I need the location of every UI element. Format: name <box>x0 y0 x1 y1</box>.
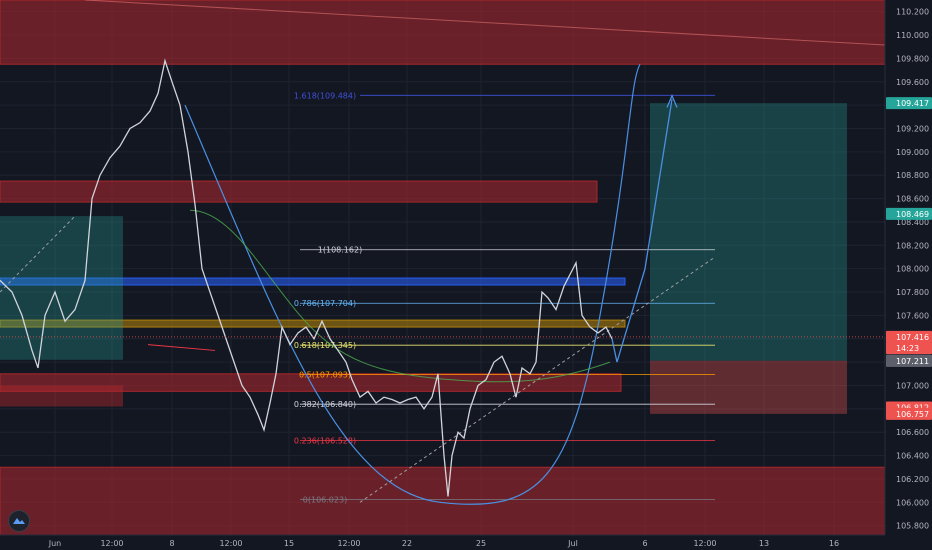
price-tick-label: 107.600 <box>896 311 929 320</box>
price-tag-label: 14:23 <box>896 344 919 353</box>
time-tick-label: Jul <box>567 539 578 548</box>
zones-layer <box>0 0 886 536</box>
time-tick-label: 12:00 <box>219 539 242 548</box>
zone-supply-top <box>0 0 886 65</box>
time-tick-label: 15 <box>284 539 294 548</box>
time-tick-label: 22 <box>402 539 412 548</box>
price-tick-label: 109.600 <box>896 78 929 87</box>
time-tick-label: Jun <box>48 539 62 548</box>
fib-level-label: 1(108.162) <box>318 246 362 255</box>
time-tick-label: 6 <box>642 539 647 548</box>
time-tick-label: 25 <box>476 539 486 548</box>
price-tick-label: 106.600 <box>896 428 929 437</box>
fib-level-label: 1.618(109.484) <box>294 91 356 100</box>
price-tag-label: 109.417 <box>896 99 929 108</box>
price-tag-label: 108.469 <box>896 210 929 219</box>
long-box-left-profit <box>0 216 123 360</box>
fib-level-label: 0.618(107.345) <box>294 341 356 350</box>
zone-supply-mid <box>0 180 598 203</box>
price-tick-label: 105.800 <box>896 522 929 531</box>
price-tag-bg <box>886 207 932 220</box>
price-line <box>0 58 613 497</box>
price-tick-label: 108.800 <box>896 171 929 180</box>
time-tick-label: 12:00 <box>337 539 360 548</box>
time-tick-label: 13 <box>759 539 769 548</box>
price-tick-label: 108.000 <box>896 265 929 274</box>
drawn-curves <box>0 0 886 505</box>
long-box-right-stop <box>650 360 847 414</box>
zone-left-red <box>0 385 123 407</box>
price-tick-label: 108.200 <box>896 241 929 250</box>
price-tick-label: 107.000 <box>896 381 929 390</box>
time-tick-label: 16 <box>829 539 839 548</box>
price-tick-label: 109.800 <box>896 54 929 63</box>
projection-arrow <box>611 99 673 363</box>
price-tick-label: 106.200 <box>896 475 929 484</box>
price-tags: 109.417108.469107.41614:23107.212107.211… <box>886 97 932 420</box>
time-axis-ticks: Jun 12:00 8 12:00 15 12:00 22 25 Jul 6 12:00 13 16 <box>48 539 839 548</box>
fib-level-label: 0(106.023) <box>303 496 347 505</box>
arrow-head <box>666 94 678 108</box>
price-tag-bg <box>886 354 932 367</box>
time-tick-label: 12:00 <box>100 539 123 548</box>
price-tick-label: 108.400 <box>896 218 929 227</box>
price-tag-label: 106.757 <box>896 410 929 419</box>
time-tick-label: 8 <box>169 539 174 548</box>
cup-curve <box>184 63 641 505</box>
price-tick-label: 109.200 <box>896 124 929 133</box>
price-tag-bg <box>886 330 932 343</box>
fib-level-label: 0.786(107.704) <box>294 299 356 308</box>
red-line-marker <box>147 344 216 351</box>
price-tick-label: 106.400 <box>896 452 929 461</box>
time-tick-label: 12:00 <box>693 539 716 548</box>
price-tick-label: 110.200 <box>896 8 929 17</box>
price-tag-bg <box>886 407 932 420</box>
price-axis-ticks: 110.200110.000109.800109.600109.400109.2… <box>896 8 929 531</box>
fib-level-label: 0.236(106.528) <box>294 437 356 446</box>
price-series <box>0 58 885 497</box>
price-tick-label: 110.000 <box>896 31 929 40</box>
plot-background <box>0 0 885 535</box>
price-tag-label: 107.211 <box>896 357 929 366</box>
price-tag-label: 107.416 <box>896 333 929 342</box>
moving-average <box>189 209 611 383</box>
price-tick-label: 107.800 <box>896 288 929 297</box>
price-tick-label: 106.000 <box>896 498 929 507</box>
price-axis[interactable] <box>885 0 932 550</box>
cloud-icon <box>13 518 25 524</box>
zone-demand-bottom <box>0 466 886 536</box>
position-boxes <box>0 103 847 414</box>
zone-resistance-blue <box>0 277 626 286</box>
zone-pivot-yellow <box>0 319 626 328</box>
trend-line-top <box>84 0 886 46</box>
price-tick-label: 108.600 <box>896 195 929 204</box>
fib-level-label: 0.5(107.093) <box>299 371 351 380</box>
price-tag-bg <box>886 97 932 110</box>
time-axis[interactable] <box>0 535 885 550</box>
tradingview-logo[interactable] <box>8 510 30 532</box>
fibonacci-levels: 1.618(109.484) 1(108.162) 0.786(107.704) 0.… <box>294 91 715 505</box>
long-box-right-profit <box>650 103 847 361</box>
fib-level-label: 0.382(106.840) <box>294 400 356 409</box>
price-tick-label: 109.000 <box>896 148 929 157</box>
price-tag-bg <box>886 342 932 355</box>
